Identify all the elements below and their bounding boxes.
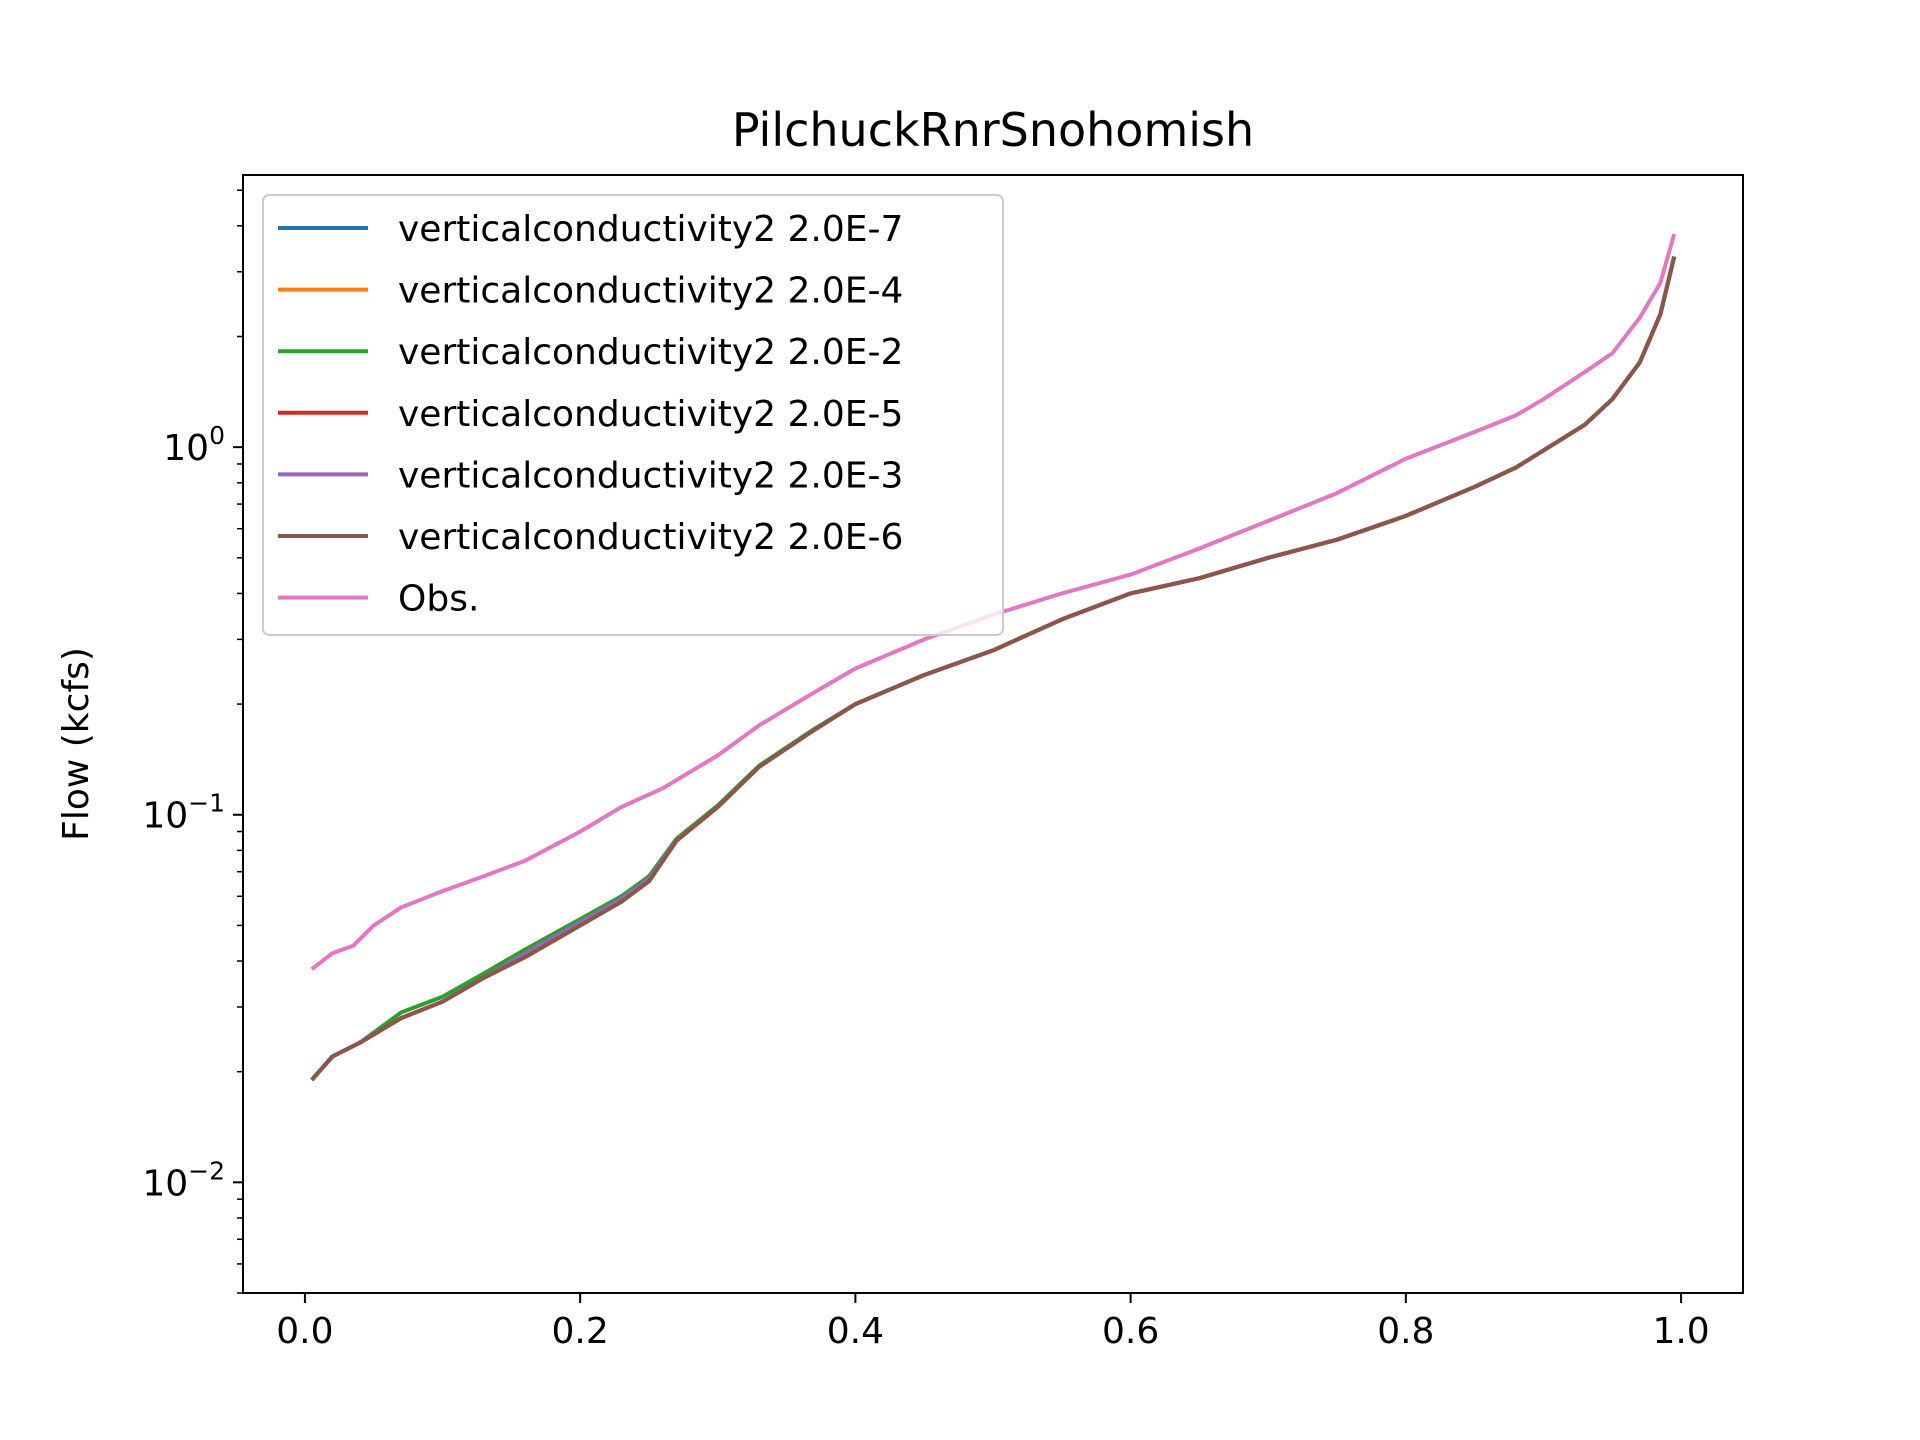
legend-label-1: verticalconductivity2 2.0E-4 [398,271,903,312]
plot-frame [242,174,1744,1294]
legend-label-4: verticalconductivity2 2.0E-3 [398,455,903,496]
plot-area [310,233,1677,1082]
x-tick-label: 0.8 [1377,1311,1434,1352]
x-tick-label: 0.0 [276,1311,333,1352]
x-tick-label: 1.0 [1652,1311,1709,1352]
y-tick-label: 10−1 [142,789,225,837]
legend-label-3: verticalconductivity2 2.0E-5 [398,394,903,435]
y-tick-label: 100 [163,421,225,469]
legend-label-0: verticalconductivity2 2.0E-7 [398,209,903,250]
series-line-5 [310,256,1677,1082]
y-axis-label: Flow (kcfs) [56,647,97,841]
legend-box [262,194,1004,636]
chart-title: PilchuckRnrSnohomish [732,103,1254,157]
y-axis: 100 10−1 10−2 [142,189,243,1294]
x-tick-label: 0.4 [827,1311,884,1352]
x-axis: 0.0 0.2 0.4 0.6 0.8 1.0 [276,1293,1710,1352]
series-line-6 [310,233,1677,971]
legend-label-6: Obs. [398,579,479,620]
legend: verticalconductivity2 2.0E-7 verticalcond… [262,194,1004,636]
x-tick-label: 0.6 [1102,1311,1159,1352]
legend-label-5: verticalconductivity2 2.0E-6 [398,517,903,558]
x-tick-label: 0.2 [552,1311,609,1352]
legend-label-2: verticalconductivity2 2.0E-2 [398,332,903,373]
y-tick-label: 10−2 [142,1156,225,1204]
